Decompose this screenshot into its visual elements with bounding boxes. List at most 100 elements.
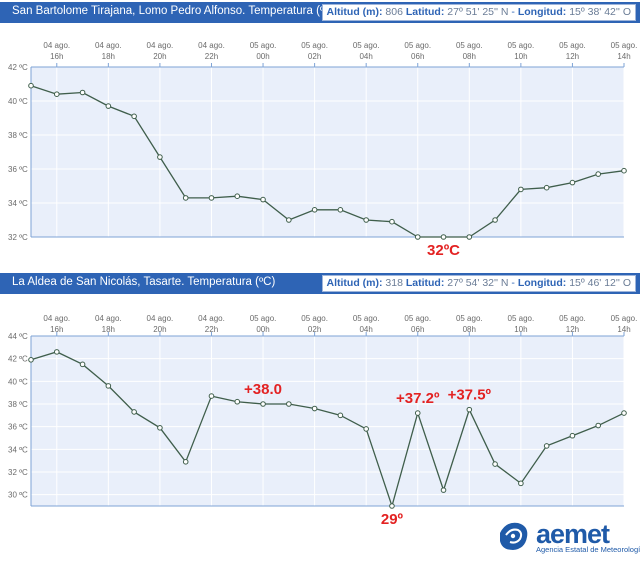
data-point <box>79 89 86 96</box>
y-tick-label: 42 ºC <box>8 63 28 72</box>
y-tick-label: 44 ºC <box>8 332 28 341</box>
chart-title-2: La Aldea de San Nicolás, Tasarte. Temper… <box>12 276 276 288</box>
x-tick-label-hour: 08h <box>463 325 476 334</box>
y-tick-label: 32 ºC <box>8 233 28 242</box>
x-tick-label-hour: 22h <box>205 325 218 334</box>
annotation-label: 32ºC <box>427 242 460 258</box>
data-point <box>337 207 344 213</box>
temperature-line <box>30 85 625 238</box>
data-point <box>28 357 34 363</box>
data-point <box>337 412 344 419</box>
data-point <box>363 426 369 432</box>
data-point <box>363 217 369 223</box>
x-tick-label-date: 04 ago. <box>198 41 225 50</box>
x-tick-label-hour: 02h <box>308 325 321 334</box>
data-point <box>569 432 576 439</box>
data-point <box>182 195 189 201</box>
data-point <box>105 383 112 389</box>
x-tick-label-date: 04 ago. <box>198 314 225 323</box>
x-tick-label-date: 05 ago. <box>404 41 431 50</box>
data-point <box>492 217 498 223</box>
longitud-label: Longitud: <box>517 277 567 289</box>
x-tick-label-hour: 06h <box>411 52 424 61</box>
temperature-chart-2: 30 ºC 32 ºC 34 ºC 36 ºC 38 ºC 40 ºC 42 ºC 44 ºC… <box>8 314 637 528</box>
x-tick-label-hour: 16h <box>50 52 63 61</box>
data-point <box>208 195 215 201</box>
data-point <box>311 207 318 213</box>
x-tick-label-date: 05 ago. <box>456 314 483 323</box>
data-point <box>595 171 602 177</box>
data-point <box>466 406 473 413</box>
data-point <box>79 361 86 368</box>
data-point <box>518 186 524 193</box>
chart-header-1: San Bartolome Tirajana, Lomo Pedro Alfon… <box>0 2 640 23</box>
longitud-value: 15º 38' 42'' O <box>569 6 631 18</box>
x-tick-label-hour: 08h <box>463 52 476 61</box>
data-point <box>389 503 395 509</box>
x-tick-label-date: 04 ago. <box>95 314 122 323</box>
data-point <box>28 82 34 89</box>
data-point <box>53 91 60 97</box>
x-tick-label-hour: 22h <box>205 52 218 61</box>
data-point <box>440 487 447 493</box>
data-point <box>389 218 395 225</box>
y-tick-label: 34 ºC <box>8 199 28 208</box>
data-point <box>286 217 292 223</box>
latitud-label: Latitud: <box>405 6 445 18</box>
x-tick-label-hour: 04h <box>359 325 372 334</box>
x-tick-label-hour: 10h <box>514 52 527 61</box>
latitud-value: 27º 51' 25'' N <box>447 6 509 18</box>
altitud-value: 806 <box>385 6 403 18</box>
x-tick-label-hour: 06h <box>411 325 424 334</box>
x-tick-label-hour: 00h <box>256 325 269 334</box>
x-tick-label-date: 05 ago. <box>250 41 277 50</box>
temperature-line <box>30 351 625 509</box>
y-tick-label: 38 ºC <box>8 131 28 140</box>
x-tick-label-hour: 02h <box>308 52 321 61</box>
altitud-label: Altitud (m): <box>326 277 383 289</box>
data-point <box>234 193 241 199</box>
plot-area <box>31 67 624 237</box>
data-point <box>131 409 137 415</box>
x-tick-label-date: 05 ago. <box>508 314 535 323</box>
x-tick-label-date: 05 ago. <box>353 314 380 323</box>
latitud-label: Latitud: <box>405 277 445 289</box>
data-point <box>234 398 241 405</box>
x-tick-label-date: 05 ago. <box>559 314 586 323</box>
x-tick-label-date: 05 ago. <box>456 41 483 50</box>
data-point <box>157 154 163 160</box>
data-point <box>543 443 550 449</box>
data-point <box>595 422 602 429</box>
chart-panel-2: La Aldea de San Nicolás, Tasarte. Temper… <box>0 258 640 561</box>
aemet-logo: aemet Agencia Estatal de Meteorología <box>496 519 640 555</box>
aemet-emblem-icon <box>500 522 528 550</box>
x-tick-label-date: 05 ago. <box>301 314 328 323</box>
x-tick-label-date: 04 ago. <box>43 41 70 50</box>
data-point <box>131 113 137 120</box>
x-tick-label-hour: 18h <box>102 52 115 61</box>
chart-title-1: San Bartolome Tirajana, Lomo Pedro Alfon… <box>12 5 337 17</box>
temperature-chart-1: 32 ºC 34 ºC 36 ºC 38 ºC 40 ºC 42 ºC 04 ago. 16h… <box>8 41 637 258</box>
y-tick-label: 36 ºC <box>8 423 28 432</box>
x-tick-label-hour: 10h <box>514 325 527 334</box>
y-tick-label: 40 ºC <box>8 97 28 106</box>
x-tick-label-hour: 12h <box>566 52 579 61</box>
latitud-value: 27º 54' 32'' N <box>447 277 509 289</box>
x-tick-label-hour: 04h <box>359 52 372 61</box>
data-point <box>208 393 215 399</box>
x-tick-label-hour: 20h <box>153 325 166 334</box>
x-tick-label-hour: 16h <box>50 325 63 334</box>
chart-panel-1: San Bartolome Tirajana, Lomo Pedro Alfon… <box>0 0 640 258</box>
chart-header-2: La Aldea de San Nicolás, Tasarte. Temper… <box>0 273 640 294</box>
x-tick-label-date: 04 ago. <box>95 41 122 50</box>
data-point <box>440 234 447 240</box>
y-tick-label: 34 ºC <box>8 445 28 454</box>
data-point <box>518 480 524 487</box>
x-tick-label-hour: 14h <box>617 52 630 61</box>
x-tick-label-hour: 20h <box>153 52 166 61</box>
x-tick-label-date: 05 ago. <box>353 41 380 50</box>
data-point <box>53 349 60 355</box>
data-point <box>260 196 266 203</box>
y-tick-label: 42 ºC <box>8 355 28 364</box>
annotation-label: +38.0 <box>244 381 282 398</box>
